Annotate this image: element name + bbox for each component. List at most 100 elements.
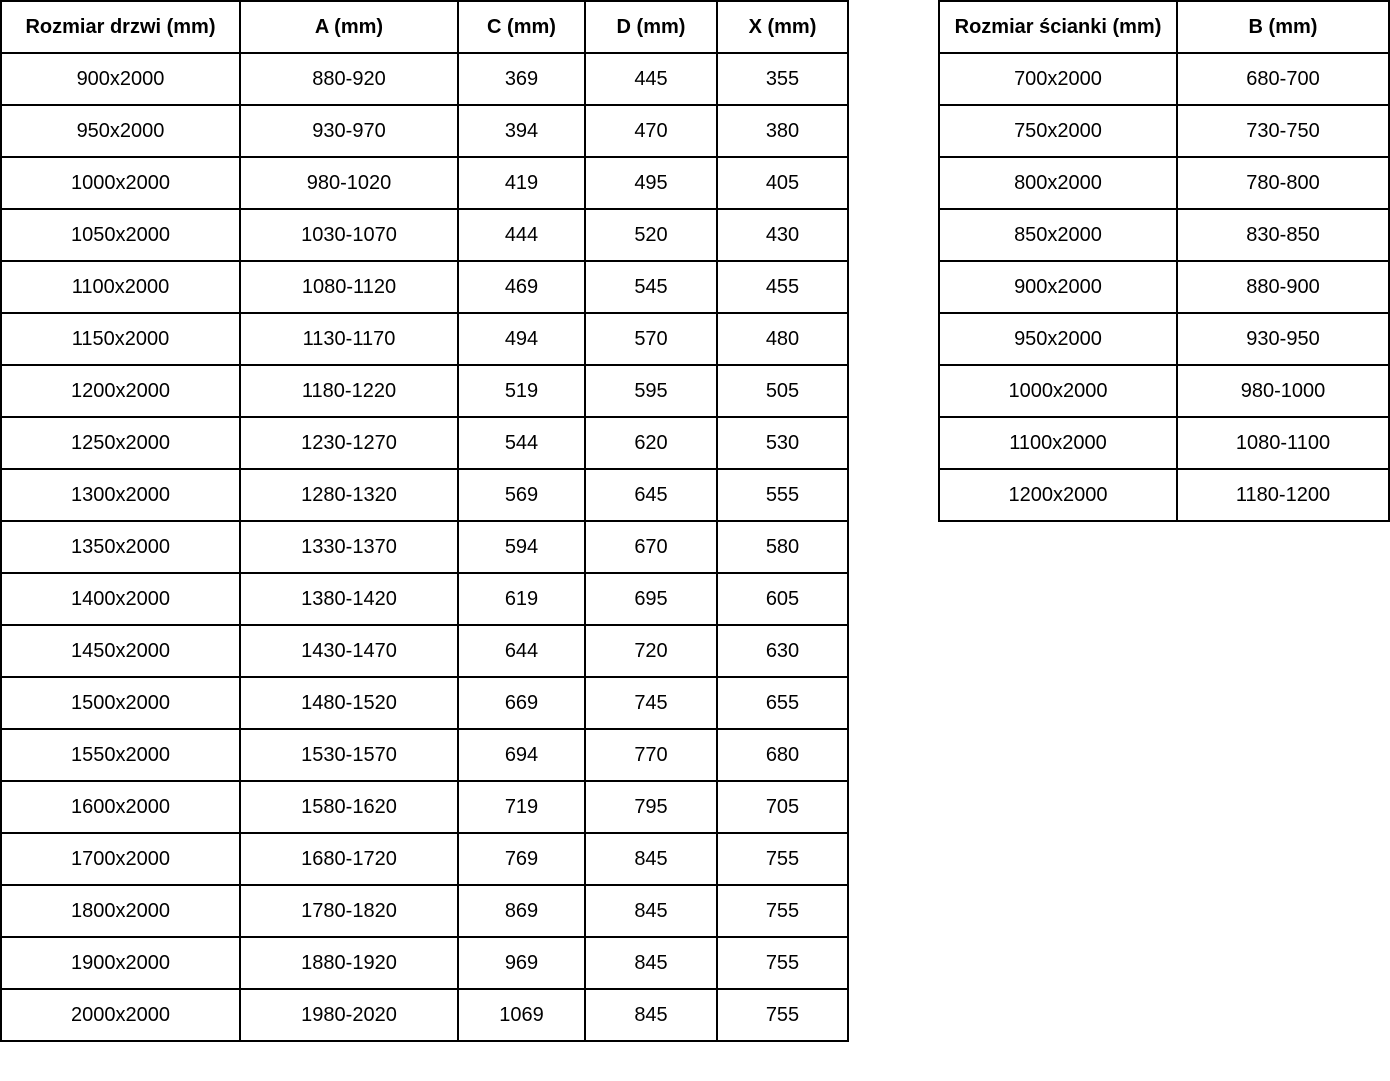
table-cell: 730-750: [1176, 104, 1390, 158]
table-cell: 505: [716, 364, 849, 418]
table-row: 1100x2000 1080-1120 469 545 455: [0, 260, 849, 314]
table-cell: 1200x2000: [938, 468, 1178, 522]
table-cell: 755: [716, 832, 849, 886]
table-row: 1350x2000 1330-1370 594 670 580: [0, 520, 849, 574]
table-cell: 950x2000: [0, 104, 241, 158]
table-cell: 555: [716, 468, 849, 522]
table-cell: 570: [584, 312, 718, 366]
table-cell: 1800x2000: [0, 884, 241, 938]
table-cell: 455: [716, 260, 849, 314]
table-cell: 630: [716, 624, 849, 678]
table-cell: 755: [716, 988, 849, 1042]
table-cell: 695: [584, 572, 718, 626]
table-cell: 769: [457, 832, 586, 886]
table-cell: 1400x2000: [0, 572, 241, 626]
table-cell: 800x2000: [938, 156, 1178, 210]
table-header-row: Rozmiar ścianki (mm) B (mm): [938, 0, 1390, 54]
column-header: Rozmiar drzwi (mm): [0, 0, 241, 54]
table-cell: 1700x2000: [0, 832, 241, 886]
wall-size-table-head: Rozmiar ścianki (mm) B (mm): [938, 0, 1390, 54]
table-cell: 1130-1170: [239, 312, 459, 366]
table-cell: 1580-1620: [239, 780, 459, 834]
table-row: 1100x2000 1080-1100: [938, 416, 1390, 470]
table-cell: 445: [584, 52, 718, 106]
table-cell: 1430-1470: [239, 624, 459, 678]
table-cell: 770: [584, 728, 718, 782]
table-cell: 1080-1120: [239, 260, 459, 314]
table-header-row: Rozmiar drzwi (mm) A (mm) C (mm) D (mm) X (m…: [0, 0, 849, 54]
table-cell: 1250x2000: [0, 416, 241, 470]
door-size-table-head: Rozmiar drzwi (mm) A (mm) C (mm) D (mm) X (m…: [0, 0, 849, 54]
table-row: 700x2000 680-700: [938, 52, 1390, 106]
table-row: 1200x2000 1180-1220 519 595 505: [0, 364, 849, 418]
table-cell: 569: [457, 468, 586, 522]
table-cell: 845: [584, 884, 718, 938]
table-row: 1300x2000 1280-1320 569 645 555: [0, 468, 849, 522]
column-header: B (mm): [1176, 0, 1390, 54]
table-cell: 950x2000: [938, 312, 1178, 366]
table-cell: 1030-1070: [239, 208, 459, 262]
table-cell: 620: [584, 416, 718, 470]
table-cell: 545: [584, 260, 718, 314]
table-cell: 405: [716, 156, 849, 210]
table-cell: 1380-1420: [239, 572, 459, 626]
table-cell: 680-700: [1176, 52, 1390, 106]
table-row: 2000x2000 1980-2020 1069 845 755: [0, 988, 849, 1042]
table-cell: 845: [584, 832, 718, 886]
table-cell: 1150x2000: [0, 312, 241, 366]
table-cell: 644: [457, 624, 586, 678]
table-cell: 1180-1220: [239, 364, 459, 418]
table-row: 900x2000 880-920 369 445 355: [0, 52, 849, 106]
table-cell: 1069: [457, 988, 586, 1042]
table-cell: 1330-1370: [239, 520, 459, 574]
table-cell: 1500x2000: [0, 676, 241, 730]
table-cell: 980-1000: [1176, 364, 1390, 418]
table-cell: 619: [457, 572, 586, 626]
table-cell: 1900x2000: [0, 936, 241, 990]
table-cell: 1280-1320: [239, 468, 459, 522]
table-cell: 1680-1720: [239, 832, 459, 886]
table-cell: 605: [716, 572, 849, 626]
column-header: A (mm): [239, 0, 459, 54]
column-header: Rozmiar ścianki (mm): [938, 0, 1178, 54]
table-cell: 380: [716, 104, 849, 158]
table-cell: 880-900: [1176, 260, 1390, 314]
table-row: 1050x2000 1030-1070 444 520 430: [0, 208, 849, 262]
table-cell: 355: [716, 52, 849, 106]
table-row: 1450x2000 1430-1470 644 720 630: [0, 624, 849, 678]
table-cell: 1550x2000: [0, 728, 241, 782]
table-cell: 969: [457, 936, 586, 990]
table-cell: 480: [716, 312, 849, 366]
table-row: 1000x2000 980-1020 419 495 405: [0, 156, 849, 210]
table-row: 1600x2000 1580-1620 719 795 705: [0, 780, 849, 834]
table-cell: 980-1020: [239, 156, 459, 210]
table-cell: 795: [584, 780, 718, 834]
table-cell: 845: [584, 988, 718, 1042]
table-cell: 544: [457, 416, 586, 470]
table-cell: 1450x2000: [0, 624, 241, 678]
table-cell: 745: [584, 676, 718, 730]
table-cell: 530: [716, 416, 849, 470]
table-row: 1200x2000 1180-1200: [938, 468, 1390, 522]
table-cell: 750x2000: [938, 104, 1178, 158]
table-cell: 780-800: [1176, 156, 1390, 210]
table-cell: 1200x2000: [0, 364, 241, 418]
table-cell: 719: [457, 780, 586, 834]
table-row: 1550x2000 1530-1570 694 770 680: [0, 728, 849, 782]
table-cell: 520: [584, 208, 718, 262]
table-cell: 470: [584, 104, 718, 158]
table-cell: 594: [457, 520, 586, 574]
table-row: 1150x2000 1130-1170 494 570 480: [0, 312, 849, 366]
table-cell: 494: [457, 312, 586, 366]
table-row: 1000x2000 980-1000: [938, 364, 1390, 418]
table-cell: 1780-1820: [239, 884, 459, 938]
table-cell: 755: [716, 936, 849, 990]
table-row: 900x2000 880-900: [938, 260, 1390, 314]
column-header: D (mm): [584, 0, 718, 54]
column-header: C (mm): [457, 0, 586, 54]
table-cell: 669: [457, 676, 586, 730]
wall-size-table: Rozmiar ścianki (mm) B (mm) 700x2000 680-7…: [938, 0, 1390, 522]
table-cell: 1600x2000: [0, 780, 241, 834]
table-cell: 1050x2000: [0, 208, 241, 262]
